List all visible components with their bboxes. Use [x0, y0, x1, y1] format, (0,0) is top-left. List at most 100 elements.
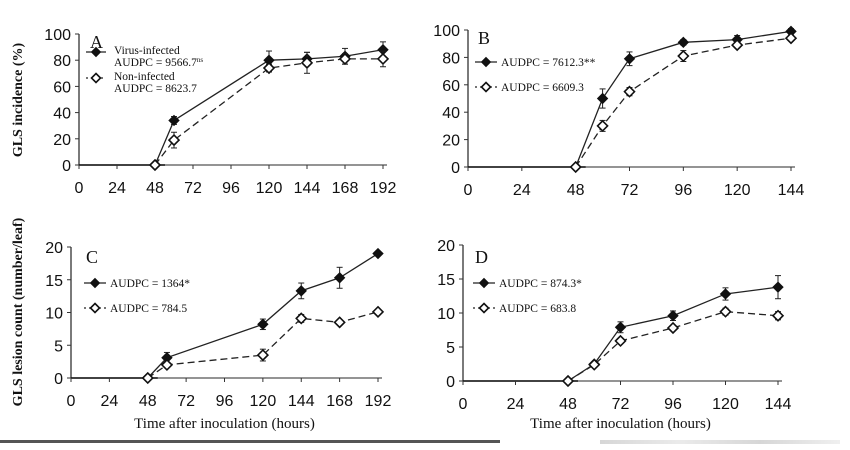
legend-label: AUDPC = 784.5 [110, 303, 187, 315]
x-tick-label: 144 [294, 180, 321, 197]
legend-marker-open-diamond [89, 302, 101, 314]
legend-label: AUDPC = 6609.3 [501, 82, 584, 94]
y-tick-label: 20 [53, 132, 71, 149]
data-point-open-diamond [371, 305, 385, 318]
data-point-open-diamond [160, 358, 174, 372]
x-tick-label: 24 [513, 182, 531, 199]
x-tick-label: 24 [507, 396, 525, 413]
x-tick-label: 0 [75, 180, 84, 197]
legend: AUDPC = 1364* AUDPC = 784.5 [84, 277, 190, 315]
page-divider [0, 440, 500, 443]
y-tick-label: 80 [442, 50, 460, 67]
x-tick-label: 120 [256, 180, 283, 197]
data-point-open-diamond [588, 358, 601, 371]
data-point-open-diamond [262, 61, 276, 75]
y-tick-label: 20 [437, 238, 455, 255]
y-tick-label: 60 [53, 79, 71, 96]
legend-marker-open-diamond [480, 81, 492, 93]
data-point-filled-diamond [168, 114, 180, 127]
y-tick-label: 5 [54, 338, 63, 355]
y-tick-label: 15 [45, 273, 63, 290]
data-point-open-diamond [561, 374, 575, 388]
x-tick-label: 168 [332, 180, 359, 197]
x-tick-label: 48 [139, 393, 157, 410]
x-axis-title: Time after inoculation (hours) [530, 416, 711, 432]
data-point-open-diamond [338, 52, 352, 66]
series-line-non-infected [567, 310, 779, 382]
x-tick-label: 96 [674, 182, 692, 199]
y-tick-label: 0 [54, 371, 63, 388]
data-point-open-diamond [666, 321, 680, 335]
data-point-filled-diamond [719, 288, 732, 300]
x-tick-label: 144 [288, 393, 315, 410]
legend-marker-filled-diamond [90, 46, 102, 58]
x-tick-label: 144 [765, 396, 792, 413]
y-axis-title: GLS lesion count (number/leaf) [11, 217, 26, 406]
x-tick-label: 168 [326, 393, 353, 410]
y-tick-label: 10 [437, 306, 455, 323]
data-point-open-diamond [300, 56, 314, 69]
data-point-filled-diamond [614, 321, 627, 333]
x-tick-label: 72 [612, 396, 630, 413]
data-point-filled-diamond [667, 310, 679, 322]
y-tick-label: 40 [442, 105, 460, 122]
data-point-open-diamond [376, 52, 390, 66]
x-tick-label: 96 [216, 393, 234, 410]
data-point-filled-diamond [333, 272, 346, 284]
data-point-filled-diamond [372, 247, 384, 260]
legend-label: AUDPC = 1364* [110, 278, 190, 290]
x-tick-label: 48 [559, 396, 577, 413]
x-tick-label: 96 [664, 396, 682, 413]
legend-label: AUDPC = 874.3* [499, 278, 582, 290]
legend-audpc: AUDPC = 8623.7 [114, 83, 197, 95]
panel-label: B [478, 28, 490, 48]
x-tick-label: 96 [222, 180, 240, 197]
y-tick-label: 0 [62, 158, 71, 175]
legend-label: Virus-infected [114, 45, 180, 57]
data-point-open-diamond [771, 309, 785, 322]
series-line-virus-infected [147, 253, 379, 379]
y-tick-label: 100 [44, 27, 71, 44]
y-tick-label: 10 [45, 306, 63, 323]
x-tick-label: 120 [712, 396, 739, 413]
x-tick-label: 120 [250, 393, 277, 410]
data-point-filled-diamond [772, 281, 784, 293]
data-point-open-diamond [333, 316, 346, 329]
legend-marker-filled-diamond [480, 56, 492, 68]
y-tick-label: 20 [45, 240, 63, 257]
x-tick-label: 48 [146, 180, 164, 197]
y-tick-label: 20 [442, 133, 460, 150]
data-point-open-diamond [719, 305, 732, 318]
y-tick-label: 100 [433, 23, 460, 40]
legend-audpc: AUDPC = 9566.7ns [114, 56, 203, 69]
y-tick-label: 60 [442, 78, 460, 95]
data-point-open-diamond [614, 334, 627, 348]
y-tick-label: 80 [53, 53, 71, 70]
legend: AUDPC = 7612.3** AUDPC = 6609.3 [475, 56, 596, 94]
series-line-virus-infected [154, 49, 384, 166]
panel-c: 0 5 10 15 20 0 24 48 72 96 120 144 168 192 C GLS lesion… [11, 217, 391, 432]
data-point-filled-diamond [295, 285, 307, 297]
legend-label: AUDPC = 7612.3** [501, 57, 596, 69]
legend-marker-open-diamond [90, 72, 102, 84]
data-point-open-diamond [731, 38, 744, 52]
y-tick-label: 5 [446, 340, 455, 357]
significance-superscript: ns [197, 56, 204, 64]
data-point-open-diamond [596, 119, 609, 133]
panel-d: 0 5 10 15 20 0 24 48 72 96 120 144 D Time after inocu… [437, 238, 791, 432]
data-point-filled-diamond [677, 36, 690, 49]
x-tick-label: 24 [100, 393, 118, 410]
cropped-caption-text [600, 440, 840, 444]
data-point-open-diamond [569, 160, 582, 174]
x-tick-label: 72 [621, 182, 639, 199]
series-line-non-infected [575, 37, 792, 168]
legend-label: Non-infected [114, 71, 175, 83]
panel-label: D [475, 247, 488, 267]
data-point-open-diamond [623, 85, 636, 98]
legend-label: AUDPC = 683.8 [499, 303, 576, 315]
data-point-open-diamond [148, 158, 162, 172]
data-point-filled-diamond [623, 53, 636, 65]
x-tick-label: 72 [184, 180, 202, 197]
